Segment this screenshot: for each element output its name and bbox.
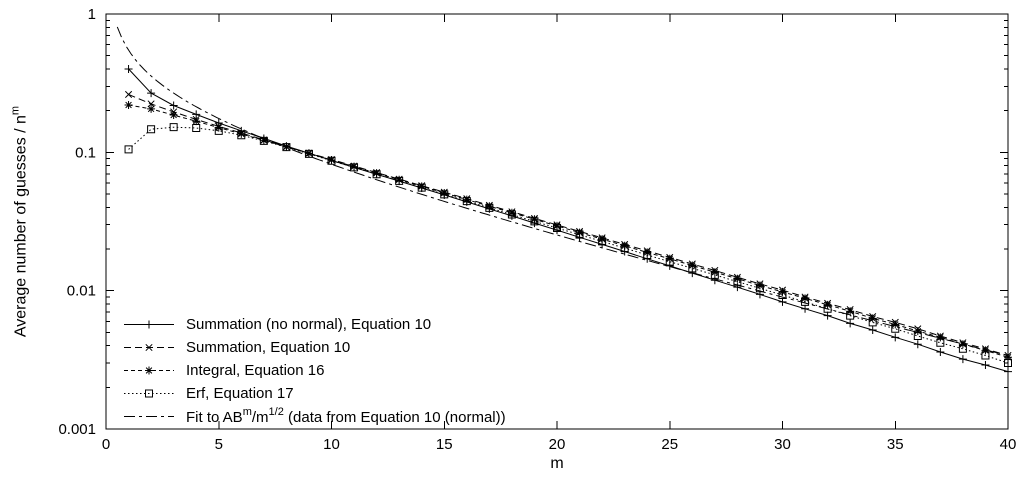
legend-entry-integral: Integral, Equation 16 [122, 359, 506, 382]
legend-label: Fit to ABm/m1/2 (data from Equation 10 (… [186, 406, 506, 426]
x-tick-label: 10 [323, 436, 340, 453]
legend-entry-summation: Summation, Equation 10 [122, 336, 506, 359]
y-axis-label: Average number of guesses / nm [9, 12, 30, 432]
legend-entry-summation-no-normal: Summation (no normal), Equation 10 [122, 313, 506, 336]
series-fit [116, 26, 1009, 357]
legend: Summation (no normal), Equation 10 Summat… [122, 313, 506, 428]
legend-key-sample [124, 416, 174, 417]
y-tick-label: 0.01 [67, 283, 96, 300]
legend-label: Erf, Equation 17 [186, 385, 294, 402]
x-axis-label: m [550, 455, 564, 472]
y-tick-label: 0.1 [75, 144, 96, 161]
y-axis-ticks: 1 0.1 0.01 0.001 [58, 6, 1008, 438]
x-tick-label: 0 [102, 436, 110, 453]
x-tick-label: 15 [436, 436, 453, 453]
x-tick-label: 5 [215, 436, 223, 453]
x-tick-label: 25 [661, 436, 678, 453]
legend-entry-fit: Fit to ABm/m1/2 (data from Equation 10 (… [122, 405, 506, 428]
legend-key-sample [124, 343, 174, 352]
x-tick-label: 30 [774, 436, 791, 453]
legend-key-sample [124, 320, 174, 329]
legend-entry-erf: Erf, Equation 17 [122, 382, 506, 405]
legend-label: Summation (no normal), Equation 10 [186, 316, 432, 333]
x-tick-label: 35 [887, 436, 904, 453]
x-axis-ticks: 0 5 10 15 20 25 30 35 40 [102, 14, 1017, 453]
x-tick-label: 40 [1000, 436, 1017, 453]
series-erf [124, 123, 1012, 367]
legend-key-sample [124, 389, 174, 398]
legend-key-sample [124, 366, 174, 375]
y-axis-label-text: Average number of guesses / nm [9, 105, 30, 338]
legend-label: Summation, Equation 10 [186, 339, 351, 356]
legend-label: Integral, Equation 16 [186, 362, 325, 379]
markers-erf [124, 123, 1012, 367]
y-tick-label: 0.001 [58, 421, 96, 438]
x-tick-label: 20 [549, 436, 566, 453]
y-tick-label: 1 [88, 6, 96, 23]
